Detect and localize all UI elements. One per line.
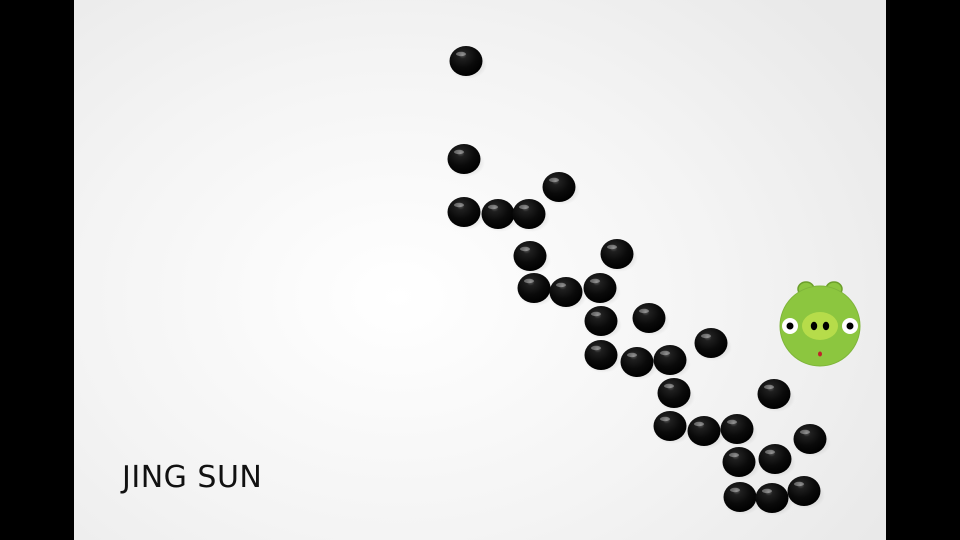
black-stone (449, 46, 487, 79)
black-stone (583, 273, 621, 306)
black-stone (755, 483, 793, 516)
black-stone (687, 416, 725, 449)
black-stone (757, 379, 795, 412)
black-stone (722, 447, 760, 480)
black-stone (657, 378, 695, 411)
black-stone (481, 199, 519, 232)
black-stone (512, 199, 550, 232)
black-stone (513, 241, 551, 274)
black-stone (653, 411, 691, 444)
slide-canvas (74, 0, 886, 540)
author-name: JING SUN (122, 460, 263, 495)
black-stone (653, 345, 691, 378)
black-stone (549, 277, 587, 310)
black-stone (447, 144, 485, 177)
black-stone (447, 197, 485, 230)
black-stone (517, 273, 555, 306)
black-stone (793, 424, 831, 457)
black-stone (720, 414, 758, 447)
black-stone (620, 347, 658, 380)
black-stone (584, 340, 622, 373)
black-stone (787, 476, 825, 509)
black-stone (632, 303, 670, 336)
black-stone (584, 306, 622, 339)
black-stone (694, 328, 732, 361)
black-stone (758, 444, 796, 477)
black-stone (542, 172, 580, 205)
black-stone (600, 239, 638, 272)
black-stone (723, 482, 761, 515)
green-pig-icon (779, 281, 861, 367)
